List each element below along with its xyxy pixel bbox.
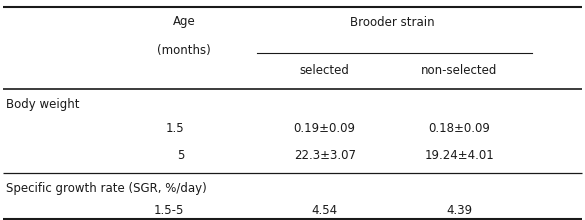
Text: Specific growth rate (SGR, %/day): Specific growth rate (SGR, %/day) — [6, 182, 207, 195]
Text: (months): (months) — [157, 44, 211, 57]
Text: Brooder strain: Brooder strain — [350, 15, 434, 29]
Text: 4.54: 4.54 — [312, 204, 338, 217]
Text: 22.3±3.07: 22.3±3.07 — [294, 148, 356, 162]
Text: Body weight: Body weight — [6, 98, 80, 111]
Text: 0.18±0.09: 0.18±0.09 — [428, 122, 490, 135]
Text: non-selected: non-selected — [421, 64, 497, 77]
Text: 1.5-5: 1.5-5 — [154, 204, 184, 217]
Text: Age: Age — [173, 15, 195, 29]
Text: selected: selected — [300, 64, 350, 77]
Text: 19.24±4.01: 19.24±4.01 — [424, 148, 494, 162]
Text: 5: 5 — [177, 148, 184, 162]
Text: 1.5: 1.5 — [166, 122, 184, 135]
Text: 4.39: 4.39 — [446, 204, 472, 217]
Text: 0.19±0.09: 0.19±0.09 — [294, 122, 356, 135]
